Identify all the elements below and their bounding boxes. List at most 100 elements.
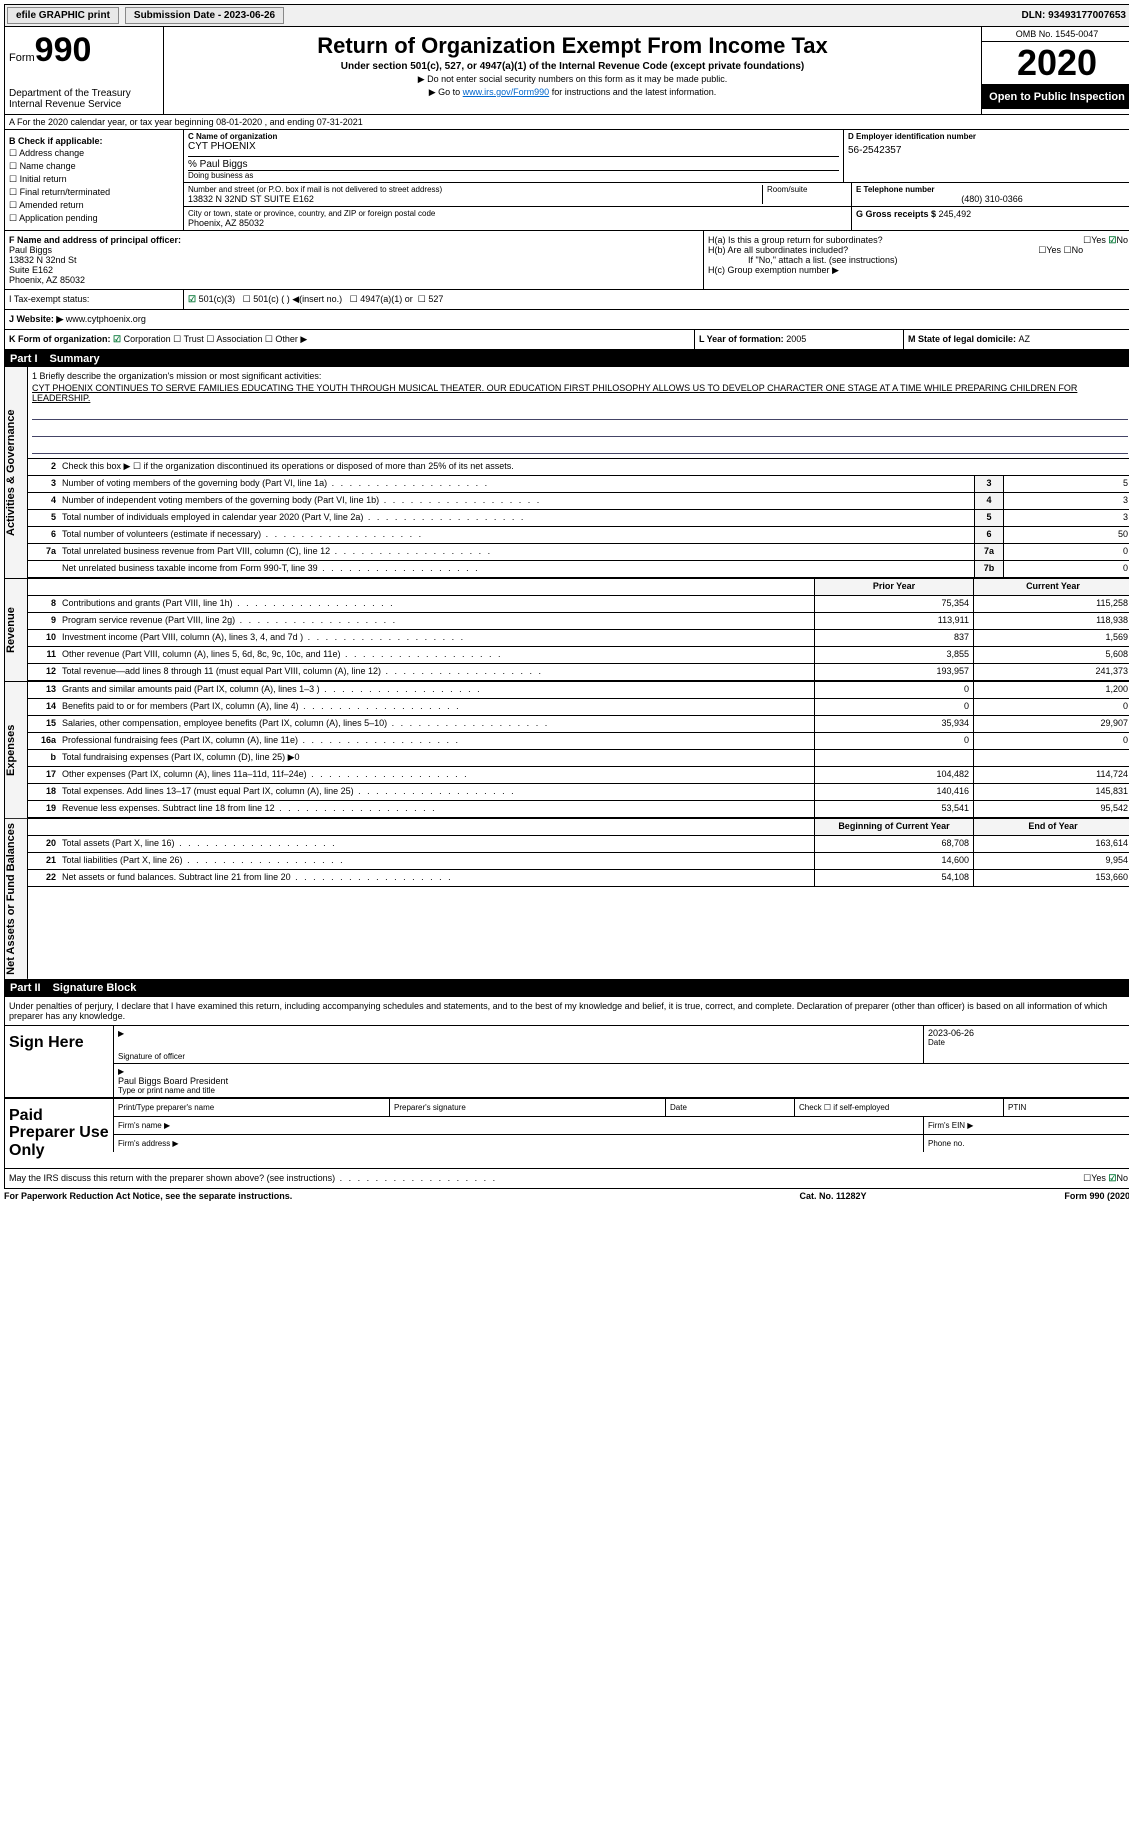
gov-line: 5 Total number of individuals employed i… bbox=[28, 510, 1129, 527]
prior-val: 0 bbox=[814, 733, 973, 749]
hb-yes[interactable]: Yes bbox=[1046, 245, 1061, 255]
chk-address-change[interactable]: Address change bbox=[9, 148, 179, 159]
may-text: May the IRS discuss this return with the… bbox=[9, 1173, 968, 1184]
may-yes[interactable]: Yes bbox=[1091, 1173, 1106, 1183]
table-row: b Total fundraising expenses (Part IX, c… bbox=[28, 750, 1129, 767]
current-val: 95,542 bbox=[973, 801, 1129, 817]
opt-trust[interactable]: Trust bbox=[184, 334, 204, 344]
line-val: 3 bbox=[1003, 510, 1129, 526]
chk-final-return[interactable]: Final return/terminated bbox=[9, 187, 179, 198]
prep-self[interactable]: Check ☐ if self-employed bbox=[794, 1099, 1003, 1116]
table-row: 17 Other expenses (Part IX, column (A), … bbox=[28, 767, 1129, 784]
line-num: 3 bbox=[28, 476, 60, 492]
mission-label: 1 Briefly describe the organization's mi… bbox=[32, 371, 1128, 381]
box-d: D Employer identification number 56-2542… bbox=[844, 130, 1129, 183]
year-formation: 2005 bbox=[786, 334, 806, 344]
phone-value: (480) 310-0366 bbox=[856, 194, 1128, 204]
opt-501c[interactable]: 501(c) ( ) ◀(insert no.) bbox=[253, 294, 342, 304]
line-num: 7a bbox=[28, 544, 60, 560]
prep-name[interactable]: Print/Type preparer's name bbox=[113, 1099, 389, 1116]
tax-year: 2020 bbox=[982, 42, 1129, 85]
form-title: Return of Organization Exempt From Incom… bbox=[168, 33, 977, 59]
may-no[interactable]: No bbox=[1116, 1173, 1128, 1183]
line-num: 11 bbox=[28, 647, 60, 663]
opt-501c3[interactable]: 501(c)(3) bbox=[199, 294, 236, 304]
gov-line: Net unrelated business taxable income fr… bbox=[28, 561, 1129, 578]
irs-link[interactable]: www.irs.gov/Form990 bbox=[463, 87, 550, 97]
prior-val: 104,482 bbox=[814, 767, 973, 783]
perjury-statement: Under penalties of perjury, I declare th… bbox=[5, 997, 1129, 1026]
firm-addr[interactable]: Firm's address ▶ bbox=[113, 1135, 923, 1152]
ha-yes[interactable]: Yes bbox=[1091, 235, 1106, 245]
prior-val: 53,541 bbox=[814, 801, 973, 817]
line-num: 18 bbox=[28, 784, 60, 800]
chk-amended[interactable]: Amended return bbox=[9, 200, 179, 211]
line-text: Check this box ▶ ☐ if the organization d… bbox=[60, 459, 1129, 475]
line-num: 5 bbox=[28, 510, 60, 526]
line-text: Total number of volunteers (estimate if … bbox=[60, 527, 974, 543]
line-text: Total expenses. Add lines 13–17 (must eq… bbox=[60, 784, 814, 800]
ein-value: 56-2542357 bbox=[848, 145, 1128, 156]
current-val: 153,660 bbox=[973, 870, 1129, 886]
line-text: Net unrelated business taxable income fr… bbox=[60, 561, 974, 577]
line-num: 6 bbox=[28, 527, 60, 543]
line-num: 14 bbox=[28, 699, 60, 715]
street-value: 13832 N 32ND ST SUITE E162 bbox=[188, 194, 762, 204]
opt-other[interactable]: Other ▶ bbox=[275, 334, 307, 344]
header-mid: Return of Organization Exempt From Incom… bbox=[164, 27, 981, 114]
line-num: 2 bbox=[28, 459, 60, 475]
prior-val: 837 bbox=[814, 630, 973, 646]
ha-no[interactable]: No bbox=[1116, 235, 1128, 245]
officer-addr1: 13832 N 32nd St bbox=[9, 255, 699, 265]
cat-no: Cat. No. 11282Y bbox=[733, 1191, 933, 1201]
current-val: 115,258 bbox=[973, 596, 1129, 612]
line-val: 50 bbox=[1003, 527, 1129, 543]
irs-label: Internal Revenue Service bbox=[9, 99, 159, 110]
table-row: 14 Benefits paid to or for members (Part… bbox=[28, 699, 1129, 716]
opt-4947[interactable]: 4947(a)(1) or bbox=[360, 294, 413, 304]
line-cellnum: 3 bbox=[974, 476, 1003, 492]
line-text: Net assets or fund balances. Subtract li… bbox=[60, 870, 814, 886]
line-num: 9 bbox=[28, 613, 60, 629]
col-header-row-2: Beginning of Current Year End of Year bbox=[28, 819, 1129, 836]
table-row: 19 Revenue less expenses. Subtract line … bbox=[28, 801, 1129, 818]
mission-text: CYT PHOENIX CONTINUES TO SERVE FAMILIES … bbox=[32, 383, 1128, 403]
opt-assoc[interactable]: Association bbox=[216, 334, 262, 344]
prep-date[interactable]: Date bbox=[665, 1099, 794, 1116]
opt-corp[interactable]: Corporation bbox=[124, 334, 171, 344]
firm-name[interactable]: Firm's name ▶ bbox=[113, 1117, 923, 1134]
goto-note: ▶ Go to www.irs.gov/Form990 for instruct… bbox=[168, 87, 977, 98]
officer-sig[interactable]: Signature of officer bbox=[113, 1026, 923, 1064]
chk-application-pending[interactable]: Application pending bbox=[9, 213, 179, 224]
efile-btn[interactable]: efile GRAPHIC print bbox=[7, 7, 119, 24]
current-val: 118,938 bbox=[973, 613, 1129, 629]
line-text: Program service revenue (Part VIII, line… bbox=[60, 613, 814, 629]
firm-phone[interactable]: Phone no. bbox=[923, 1135, 1129, 1152]
line-val: 0 bbox=[1003, 544, 1129, 560]
chk-name-change[interactable]: Name change bbox=[9, 161, 179, 172]
firm-ein[interactable]: Firm's EIN ▶ bbox=[923, 1117, 1129, 1134]
line-num: 16a bbox=[28, 733, 60, 749]
info-block: B Check if applicable: Address change Na… bbox=[4, 130, 1129, 231]
line-val: 5 bbox=[1003, 476, 1129, 492]
line-cellnum: 7a bbox=[974, 544, 1003, 560]
row-a: A For the 2020 calendar year, or tax yea… bbox=[4, 115, 1129, 130]
line-cellnum: 7b bbox=[974, 561, 1003, 577]
line-num: 20 bbox=[28, 836, 60, 852]
col-header-row: Prior Year Current Year bbox=[28, 579, 1129, 596]
hb-no[interactable]: No bbox=[1072, 245, 1084, 255]
line-text: Number of voting members of the governin… bbox=[60, 476, 974, 492]
prep-ptin[interactable]: PTIN bbox=[1003, 1099, 1129, 1116]
chk-initial-return[interactable]: Initial return bbox=[9, 174, 179, 185]
sign-here-label: Sign Here bbox=[5, 1026, 113, 1097]
opt-527[interactable]: 527 bbox=[428, 294, 443, 304]
paid-preparer-label: Paid Preparer Use Only bbox=[5, 1099, 113, 1168]
submission-date: Submission Date - 2023-06-26 bbox=[125, 7, 284, 24]
mission-block: 1 Briefly describe the organization's mi… bbox=[28, 367, 1129, 459]
gross-receipts: 245,492 bbox=[939, 209, 972, 219]
box-f-label: F Name and address of principal officer: bbox=[9, 235, 699, 245]
rev-body: Prior Year Current Year 8 Contributions … bbox=[28, 579, 1129, 681]
prep-sig[interactable]: Preparer's signature bbox=[389, 1099, 665, 1116]
sig-label: Signature of officer bbox=[118, 1052, 919, 1061]
current-val: 0 bbox=[973, 733, 1129, 749]
